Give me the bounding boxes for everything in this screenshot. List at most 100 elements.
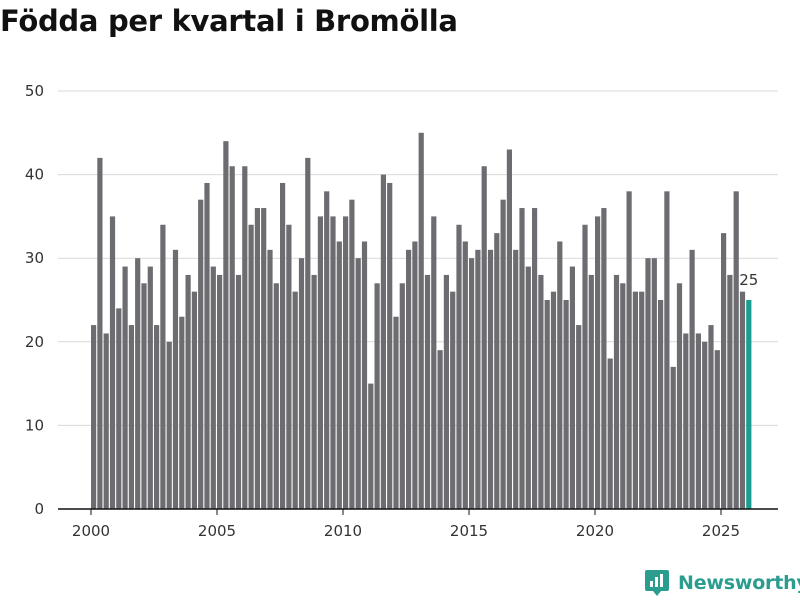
- x-tick-label: 2000: [72, 522, 110, 540]
- bar: [733, 191, 739, 509]
- bar: [254, 208, 260, 510]
- bar: [235, 274, 242, 509]
- bar: [412, 241, 418, 510]
- bar: [538, 274, 544, 509]
- bar: [651, 258, 657, 509]
- bar: [739, 291, 746, 509]
- bar: [588, 274, 594, 509]
- bar: [242, 166, 248, 510]
- y-tick-label: 30: [25, 249, 44, 267]
- bar: [311, 274, 317, 509]
- bar: [519, 208, 525, 510]
- bar: [500, 199, 506, 509]
- bar: [368, 383, 374, 509]
- bar: [645, 258, 651, 509]
- bar: [380, 174, 386, 509]
- bar: [639, 291, 645, 509]
- bar: [475, 249, 481, 509]
- bar-highlight: [746, 300, 752, 509]
- x-tick-label: 2015: [450, 522, 488, 540]
- bar: [626, 191, 632, 509]
- bar: [532, 208, 538, 510]
- bar: [91, 325, 97, 509]
- bar: [670, 366, 676, 509]
- bar: [387, 182, 393, 509]
- bar: [97, 157, 103, 509]
- bar: [664, 191, 670, 509]
- bar: [128, 325, 134, 509]
- brand[interactable]: Newsworthy: [644, 569, 800, 597]
- bar: [462, 241, 468, 510]
- bar: [399, 283, 405, 509]
- bar: [343, 216, 349, 509]
- bar: [676, 283, 683, 509]
- y-tick-label: 50: [25, 82, 44, 100]
- bar: [487, 249, 494, 509]
- bar: [330, 216, 336, 509]
- bar: [185, 274, 191, 509]
- bar: [324, 191, 330, 509]
- bar: [267, 249, 273, 509]
- y-tick-label: 40: [25, 166, 44, 184]
- axes: [58, 508, 778, 515]
- bar: [727, 274, 733, 509]
- bar: [317, 216, 323, 509]
- gridlines: [58, 90, 778, 426]
- bar: [336, 241, 342, 510]
- bar: [273, 283, 279, 509]
- bar: [116, 308, 122, 509]
- bar: [305, 157, 311, 509]
- bar: [217, 274, 223, 509]
- bar: [613, 274, 620, 509]
- bar: [292, 291, 298, 509]
- bar: [406, 249, 412, 509]
- bar: [506, 149, 512, 509]
- bar: [695, 333, 701, 509]
- bar: [576, 325, 582, 509]
- bar: [469, 258, 475, 509]
- bar: [632, 291, 638, 509]
- bar: [513, 249, 519, 509]
- bar: [147, 266, 153, 509]
- bar: [437, 350, 443, 509]
- bar: [141, 283, 147, 509]
- bar: [683, 333, 689, 509]
- highlight-data-label: 25: [739, 271, 758, 289]
- bar: [160, 224, 166, 509]
- bar: [198, 199, 204, 509]
- bar: [122, 266, 128, 509]
- bar: [481, 166, 487, 510]
- bar: [179, 316, 185, 509]
- bar: [431, 216, 437, 509]
- newsworthy-logo-icon: [645, 570, 669, 596]
- bar: [544, 300, 550, 509]
- bars: [91, 132, 752, 510]
- bar: [702, 341, 708, 509]
- bar: [714, 350, 720, 509]
- bar: [418, 132, 424, 510]
- bar: [280, 182, 286, 509]
- bar: [550, 291, 557, 509]
- bar: [601, 208, 607, 510]
- bar: [595, 216, 601, 509]
- bar: [166, 341, 172, 509]
- x-tick-label: 2010: [324, 522, 362, 540]
- bar: [525, 266, 531, 509]
- bar: [172, 249, 179, 509]
- bar: [229, 166, 235, 510]
- bar: [204, 182, 210, 509]
- bar: [424, 274, 431, 509]
- bar: [569, 266, 575, 509]
- x-tick-label: 2005: [198, 522, 236, 540]
- bar: [374, 283, 380, 509]
- bar: [355, 258, 361, 509]
- bar: [708, 325, 714, 509]
- bar: [658, 300, 664, 509]
- y-tick-label: 20: [25, 333, 44, 351]
- bar: [620, 283, 626, 509]
- bar: [154, 325, 160, 509]
- bar: [563, 300, 569, 509]
- bar: [135, 258, 141, 509]
- bar: [689, 249, 695, 509]
